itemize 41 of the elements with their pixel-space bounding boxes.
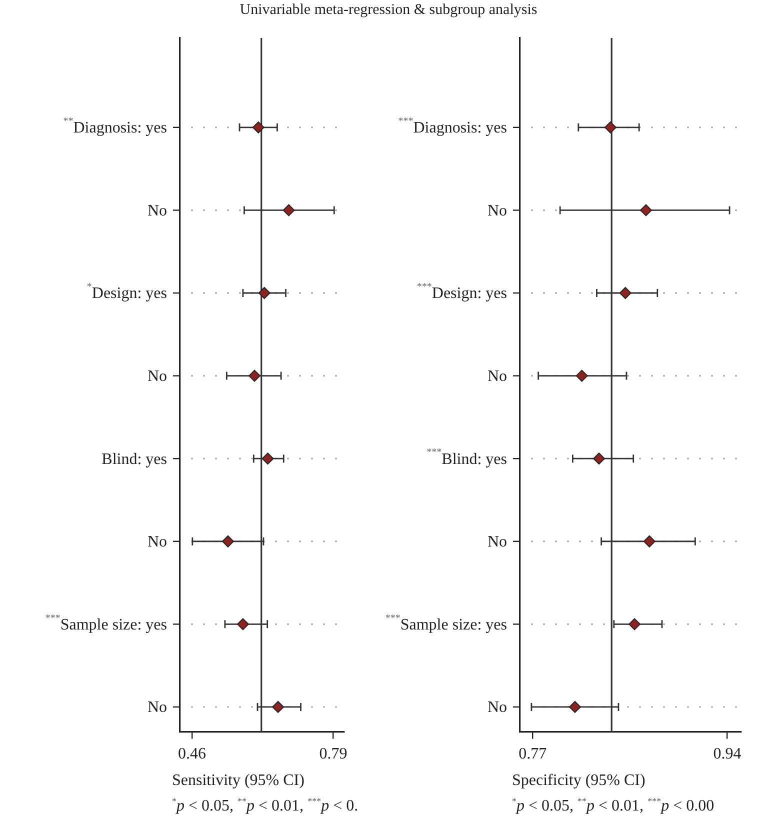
y-tick-label: No [147, 699, 168, 716]
y-tick-label: No [487, 368, 508, 385]
x-tick-label: 0.79 [319, 746, 348, 763]
y-tick-label: ***Sample size: yes [45, 612, 167, 634]
point [248, 370, 261, 382]
y-tick-label: ***Sample size: yes [385, 612, 507, 634]
point [222, 535, 234, 548]
y-tick-label: ***Design: yes [416, 282, 508, 302]
point [272, 700, 284, 713]
point [628, 618, 641, 630]
text: Univariable meta-regression & subgroup analysis [238, 2, 538, 19]
x-tick-label: 0.77 [518, 746, 547, 763]
y-tick-label: No [487, 699, 508, 716]
y-tick-label: ***Diagnosis: yes [398, 116, 508, 137]
y-tick-label: *Design: yes [86, 282, 168, 302]
y-tick-label: No [487, 202, 508, 220]
point [262, 452, 274, 465]
point [252, 121, 264, 134]
y-tick-label: No [147, 368, 168, 385]
y-tick-label: Blind: yes [102, 450, 168, 468]
y-tick-label: No [487, 534, 508, 551]
point [568, 700, 581, 713]
y-tick-label: No [147, 202, 168, 220]
text: $^{*}$p < 0.05, $^{**}$p < 0.01, $^{***}$p < 0.00 [512, 796, 714, 814]
point [604, 121, 616, 134]
x-tick-label: 0.94 [713, 746, 742, 763]
point [576, 370, 588, 382]
point [236, 618, 249, 630]
point [258, 287, 270, 299]
x-tick-label: 0.46 [178, 746, 206, 763]
point [619, 287, 632, 299]
point [640, 204, 652, 216]
y-tick-label: No [147, 534, 168, 551]
y-tick-label: **Diagnosis: yes [63, 116, 168, 137]
x-axis-title: Specificity (95% CI) [512, 772, 646, 790]
point [282, 204, 295, 216]
point [643, 535, 656, 548]
text: $^{*}$p < 0.05, $^{**}$p < 0.01, $^{***}$p < 0. [172, 796, 358, 814]
point [593, 452, 606, 465]
x-axis-title: Sensitivity (95% CI) [172, 772, 304, 790]
y-tick-label: ***Blind: yes [426, 447, 508, 468]
